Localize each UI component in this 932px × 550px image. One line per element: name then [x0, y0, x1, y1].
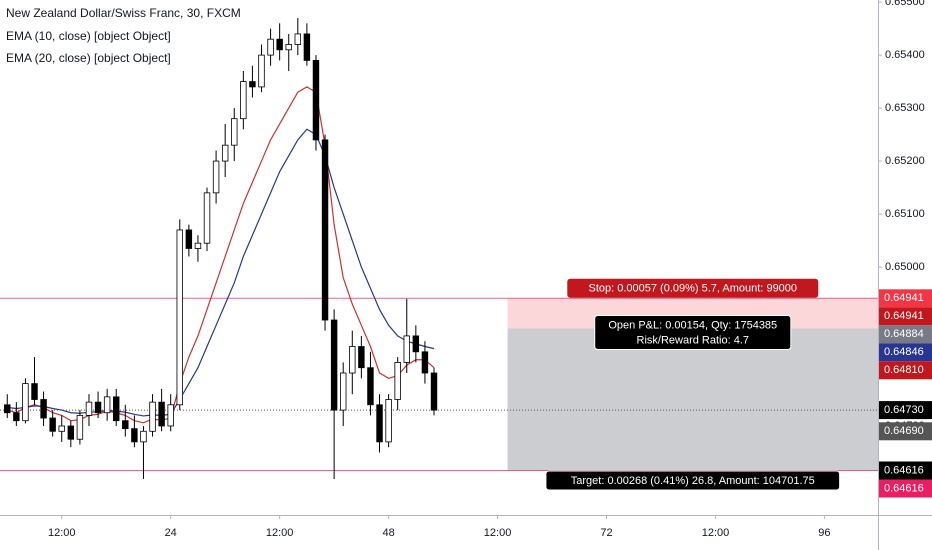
x-tick-label: 12:00 [702, 527, 730, 539]
price-tag [879, 307, 932, 326]
candle-body [240, 81, 247, 120]
candle-body [31, 383, 38, 400]
price-tag-label: 0.64941 [884, 292, 924, 304]
target-label-box [545, 470, 841, 491]
candle-body [421, 351, 429, 374]
stop-label: Stop: 0.00057 (0.09%) 5.7, Amount: 99000 [589, 283, 798, 295]
candle-body [249, 81, 256, 88]
candle-body [276, 38, 283, 51]
candle-body [113, 396, 120, 422]
candle-body [321, 139, 329, 321]
x-tick-label: 72 [600, 527, 612, 539]
price-tag [879, 479, 932, 498]
y-tick-label: 0.65200 [885, 155, 925, 167]
candle-body [94, 401, 102, 414]
candle-body [13, 412, 20, 422]
price-tag-label: 0.64846 [884, 346, 924, 358]
pnl-label-box [594, 314, 792, 350]
price-tag [879, 325, 932, 344]
x-tick-label: 12:00 [48, 527, 76, 539]
candle-body [76, 414, 84, 440]
x-tick-label: 48 [382, 527, 394, 539]
price-tag-label: 0.64884 [884, 328, 924, 340]
candle-body [221, 144, 229, 162]
target-zone [507, 328, 878, 471]
candle-body [303, 33, 311, 61]
price-tag-label: 0.64941 [884, 310, 924, 322]
candle-body [258, 54, 265, 88]
price-tag [879, 343, 932, 362]
candle-body [185, 229, 193, 249]
candle-body [67, 425, 75, 440]
price-tag-label: 0.64810 [884, 364, 924, 376]
candle-body [339, 372, 347, 411]
y-tick-label: 0.65400 [885, 49, 925, 61]
y-tick-label: 0.65300 [885, 102, 925, 114]
candle-body [176, 229, 183, 406]
candle-body [131, 428, 138, 443]
candle-body [122, 420, 129, 430]
chart-title: New Zealand Dollar/Swiss Franc, 30, FXCM [6, 6, 241, 20]
candle-body [212, 160, 220, 194]
candle-body [330, 319, 338, 411]
y-tick-label: 0.65000 [885, 261, 925, 273]
candle-body [103, 396, 111, 414]
candle-body [140, 430, 147, 443]
price-tag-label: 0.64690 [884, 425, 924, 437]
candle-body [203, 192, 211, 244]
candle-body [294, 33, 302, 45]
candle-body [85, 401, 93, 416]
candle-body [403, 335, 410, 363]
candle-body [194, 242, 202, 249]
price-tag [879, 361, 932, 380]
price-tag-label: 0.64616 [884, 482, 924, 494]
candle-body [430, 372, 438, 411]
candle-body [312, 60, 320, 141]
legend-entry: EMA (10, close) [object Object] [6, 29, 171, 43]
candle-body [149, 401, 156, 432]
price-tag-label: 0.64730 [884, 404, 924, 416]
price-tag-label: 0.64616 [884, 464, 924, 476]
candle-body [158, 401, 165, 427]
price-tag [879, 401, 932, 420]
candle-body [385, 399, 392, 443]
candle-body [58, 425, 65, 432]
candle-body [367, 367, 374, 406]
y-tick-label: 0.65100 [885, 208, 925, 220]
x-tick-label: 24 [165, 527, 177, 539]
price-tag [879, 289, 932, 308]
legend-entry: EMA (20, close) [object Object] [6, 51, 171, 65]
candle-body [349, 346, 356, 374]
candle-body [167, 404, 174, 427]
pnl-label: Risk/Reward Ratio: 4.7 [637, 334, 750, 346]
candle-body [49, 417, 56, 432]
pnl-label: Open P&L: 0.00154, Qty: 1754385 [608, 319, 777, 331]
price-tag [879, 422, 932, 441]
candle-body [22, 383, 29, 422]
target-label: Target: 0.00268 (0.41%) 26.8, Amount: 10… [571, 475, 815, 487]
x-tick-label: 12:00 [484, 527, 512, 539]
candle-body [376, 404, 383, 443]
candle-body [285, 44, 292, 51]
plot-area [0, 18, 878, 479]
candle-body [358, 346, 365, 369]
candle-body [40, 399, 47, 419]
ema-line [7, 128, 435, 417]
y-tick-label: 0.65500 [885, 0, 925, 8]
price-tag [879, 461, 932, 480]
candle-body [231, 118, 238, 146]
x-tick-label: 96 [818, 527, 830, 539]
candle-body [412, 335, 420, 353]
x-tick-label: 12:00 [266, 527, 294, 539]
candle-body [394, 362, 401, 400]
candle-body [267, 38, 274, 56]
stop-label-box [567, 278, 819, 298]
candle-body [4, 404, 11, 414]
